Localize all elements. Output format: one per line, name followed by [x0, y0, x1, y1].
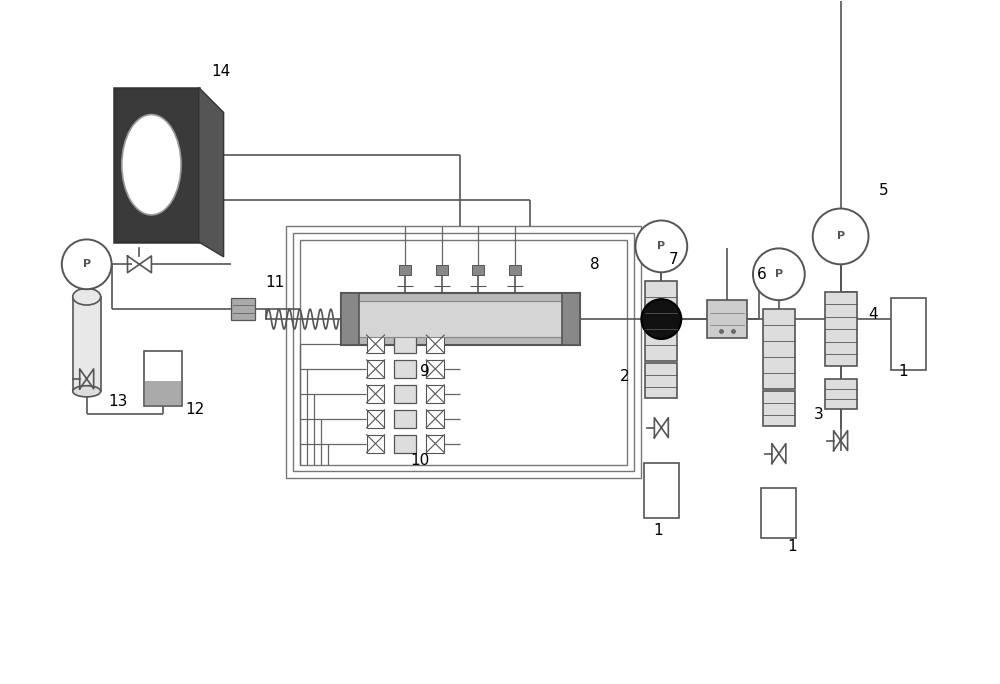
- Bar: [763, 309, 795, 389]
- Bar: [353, 301, 568, 337]
- Circle shape: [62, 239, 112, 289]
- Text: 10: 10: [410, 453, 430, 469]
- Text: 11: 11: [265, 275, 284, 290]
- Bar: [825, 379, 857, 409]
- Bar: [426, 335, 444, 353]
- Bar: [644, 463, 679, 518]
- Bar: [825, 291, 857, 367]
- Circle shape: [635, 220, 687, 272]
- Bar: [426, 434, 444, 453]
- Text: 7: 7: [668, 252, 678, 267]
- Bar: [394, 385, 416, 403]
- Bar: [761, 488, 796, 538]
- Bar: [231, 298, 255, 320]
- Bar: [763, 391, 795, 426]
- Bar: [399, 265, 411, 275]
- Bar: [114, 88, 199, 242]
- Bar: [645, 281, 677, 361]
- Bar: [472, 265, 484, 275]
- Text: 14: 14: [211, 64, 230, 79]
- Bar: [394, 335, 416, 353]
- Bar: [286, 226, 641, 478]
- Text: 8: 8: [590, 257, 599, 272]
- Text: 1: 1: [787, 539, 796, 554]
- Polygon shape: [199, 88, 224, 257]
- Bar: [426, 410, 444, 428]
- Bar: [367, 385, 384, 403]
- Bar: [341, 293, 580, 345]
- Bar: [645, 363, 677, 398]
- Circle shape: [753, 248, 805, 300]
- Bar: [293, 233, 634, 471]
- Text: 6: 6: [757, 267, 767, 282]
- Ellipse shape: [122, 114, 181, 215]
- Bar: [367, 410, 384, 428]
- Text: 13: 13: [109, 394, 128, 409]
- Bar: [394, 410, 416, 428]
- Bar: [436, 265, 448, 275]
- Bar: [300, 240, 627, 464]
- Ellipse shape: [73, 289, 101, 305]
- Text: 4: 4: [868, 307, 878, 322]
- Text: 1: 1: [898, 364, 908, 379]
- Bar: [891, 298, 926, 370]
- Bar: [367, 335, 384, 353]
- Text: 12: 12: [185, 402, 205, 417]
- Ellipse shape: [73, 386, 101, 397]
- Circle shape: [813, 209, 868, 264]
- Circle shape: [641, 299, 681, 339]
- Text: P: P: [83, 259, 91, 269]
- Bar: [144, 352, 182, 406]
- Bar: [509, 265, 521, 275]
- Text: 3: 3: [814, 407, 823, 422]
- Bar: [341, 293, 359, 345]
- Bar: [426, 360, 444, 378]
- Bar: [707, 300, 747, 338]
- Text: P: P: [657, 241, 665, 252]
- Bar: [73, 297, 101, 391]
- Bar: [394, 434, 416, 453]
- Bar: [394, 360, 416, 378]
- Text: 9: 9: [420, 364, 430, 379]
- Bar: [367, 360, 384, 378]
- Text: P: P: [775, 269, 783, 279]
- Bar: [145, 382, 181, 405]
- Text: 1: 1: [653, 523, 663, 538]
- Text: 2: 2: [620, 369, 629, 384]
- Text: 5: 5: [878, 183, 888, 198]
- Bar: [367, 434, 384, 453]
- Text: P: P: [837, 231, 845, 241]
- Bar: [562, 293, 580, 345]
- Bar: [426, 385, 444, 403]
